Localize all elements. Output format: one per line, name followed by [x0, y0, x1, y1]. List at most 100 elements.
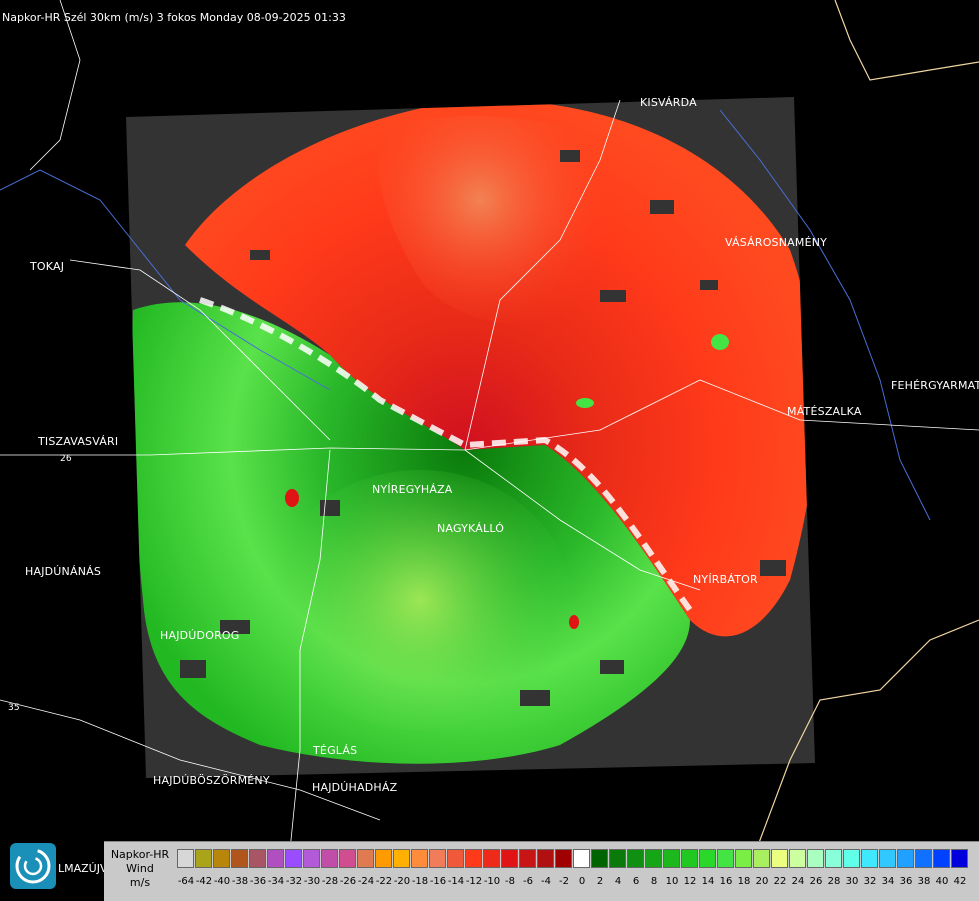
- legend-tick: -42: [195, 876, 213, 887]
- legend-tick: -12: [465, 876, 483, 887]
- legend-swatch: [321, 849, 338, 868]
- legend-swatch: [933, 849, 950, 868]
- legend-tick: -34: [267, 876, 285, 887]
- city-label-mateszalka: MÁTÉSZALKA: [787, 405, 862, 418]
- legend-swatch: [213, 849, 230, 868]
- city-label-kisvarda: KISVÁRDA: [640, 96, 697, 109]
- legend-swatch: [411, 849, 428, 868]
- legend-swatch: [267, 849, 284, 868]
- legend-swatch: [771, 849, 788, 868]
- echo-red: [185, 99, 815, 637]
- legend-swatch: [375, 849, 392, 868]
- legend-line-product: Napkor-HR: [110, 848, 170, 861]
- city-label-nyiregyhaza: NYÍREGYHÁZA: [372, 483, 453, 496]
- legend-tick: -26: [339, 876, 357, 887]
- napkor-logo: [10, 843, 56, 889]
- city-label-nyirbator: NYÍRBÁTOR: [693, 573, 758, 586]
- legend-tick: -4: [541, 876, 551, 887]
- legend-swatch: [249, 849, 266, 868]
- city-label-hajdudorog: HAJDÚDOROG: [160, 629, 240, 642]
- legend-swatch: [465, 849, 482, 868]
- legend-swatch: [663, 849, 680, 868]
- legend-tick: 28: [827, 876, 841, 887]
- legend-tick: 10: [665, 876, 679, 887]
- legend-label: Napkor-HR Wind m/s: [104, 842, 176, 901]
- legend-tick: 6: [632, 876, 640, 887]
- legend-tick: -30: [303, 876, 321, 887]
- legend-tick: 22: [773, 876, 787, 887]
- legend-tick: -32: [285, 876, 303, 887]
- legend-tick: 38: [917, 876, 931, 887]
- legend-swatch: [285, 849, 302, 868]
- echo-peach: [377, 116, 608, 324]
- legend-tick: -14: [447, 876, 465, 887]
- map-title: Napkor-HR Szél 30km (m/s) 3 fokos Monday…: [2, 11, 346, 24]
- legend-swatch: [177, 849, 194, 868]
- legend-tick: -22: [375, 876, 393, 887]
- legend-tick: 18: [737, 876, 751, 887]
- legend-swatch: [645, 849, 662, 868]
- legend-swatch: [843, 849, 860, 868]
- legend-tick: -20: [393, 876, 411, 887]
- legend-swatch: [195, 849, 212, 868]
- legend-swatch: [717, 849, 734, 868]
- roads: [0, 0, 979, 851]
- legend-tick: 2: [596, 876, 604, 887]
- legend-tick: 34: [881, 876, 895, 887]
- legend-tick: -8: [505, 876, 515, 887]
- legend-swatch: [393, 849, 410, 868]
- legend-tick: 4: [614, 876, 622, 887]
- legend-tick: -24: [357, 876, 375, 887]
- legend-tick: 42: [953, 876, 967, 887]
- border-line: [834, 0, 979, 81]
- legend-swatch: [555, 849, 572, 868]
- road-number-label: 35: [8, 703, 20, 713]
- legend-swatches: [177, 849, 969, 870]
- city-label-nagykallo: NAGYKÁLLÓ: [437, 522, 505, 535]
- legend-tick: -40: [213, 876, 231, 887]
- legend-tick: -36: [249, 876, 267, 887]
- echo-zero-band: [199, 297, 693, 612]
- river: [0, 169, 331, 391]
- city-label-hajdunanas: HAJDÚNÁNÁS: [25, 565, 102, 578]
- legend-swatch: [483, 849, 500, 868]
- legend-swatch: [357, 849, 374, 868]
- legend-swatch: [825, 849, 842, 868]
- legend-tick: -38: [231, 876, 249, 887]
- legend-swatch: [501, 849, 518, 868]
- echo-cell: [569, 615, 579, 629]
- legend-swatch: [879, 849, 896, 868]
- echo-cell: [711, 334, 729, 350]
- legend-tick: -64: [177, 876, 195, 887]
- legend-swatch: [447, 849, 464, 868]
- legend-line-unit: m/s: [129, 876, 151, 889]
- city-label-vasarosnameny: VÁSÁROSNAMÉNY: [725, 236, 828, 249]
- legend-tick: 30: [845, 876, 859, 887]
- legend-tick: 16: [719, 876, 733, 887]
- legend-tick: 12: [683, 876, 697, 887]
- legend-swatch: [681, 849, 698, 868]
- city-label-teglas: TÉGLÁS: [313, 744, 358, 757]
- legend-tick: 14: [701, 876, 715, 887]
- legend-tick: 40: [935, 876, 949, 887]
- legend-swatch: [861, 849, 878, 868]
- legend-swatch: [429, 849, 446, 868]
- legend-swatch: [807, 849, 824, 868]
- city-label-tiszavasvari: TISZAVASVÁRI: [38, 435, 119, 448]
- legend-swatch: [591, 849, 608, 868]
- legend-swatch: [699, 849, 716, 868]
- legend-tick: -28: [321, 876, 339, 887]
- legend-tick: -16: [429, 876, 447, 887]
- legend-tick: -2: [559, 876, 569, 887]
- legend-swatch: [915, 849, 932, 868]
- legend-tick: 36: [899, 876, 913, 887]
- road-number-label: 26: [60, 454, 72, 464]
- legend-swatch: [537, 849, 554, 868]
- echo-light-green: [270, 470, 570, 730]
- legend-tick: 0: [578, 876, 586, 887]
- city-label-tokaj: TOKAJ: [30, 260, 65, 273]
- city-label-hajduboszormeny: HAJDÚBÖSZÖRMÉNY: [153, 774, 270, 787]
- legend-swatch: [303, 849, 320, 868]
- legend-tick: -18: [411, 876, 429, 887]
